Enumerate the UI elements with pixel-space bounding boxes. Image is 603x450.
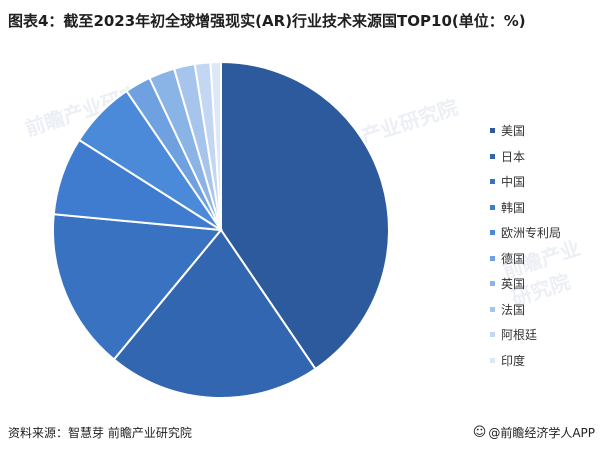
legend: 美国日本中国韩国欧洲专利局德国英国法国阿根廷印度	[490, 118, 561, 373]
legend-item: 日本	[490, 144, 561, 170]
legend-label: 韩国	[501, 200, 526, 215]
legend-item: 英国	[490, 271, 561, 297]
legend-label: 中国	[501, 175, 526, 190]
legend-item: 印度	[490, 348, 561, 374]
legend-swatch	[490, 281, 495, 287]
legend-label: 阿根廷	[501, 328, 538, 343]
legend-swatch	[490, 357, 495, 363]
legend-label: 法国	[501, 302, 526, 317]
legend-label: 日本	[501, 149, 526, 164]
legend-item: 韩国	[490, 195, 561, 221]
legend-item: 德国	[490, 246, 561, 272]
legend-swatch	[490, 179, 495, 185]
legend-item: 欧洲专利局	[490, 220, 561, 246]
legend-label: 德国	[501, 251, 526, 266]
legend-label: 美国	[501, 124, 526, 139]
legend-swatch	[490, 230, 495, 236]
legend-swatch	[490, 153, 495, 159]
legend-item: 美国	[490, 118, 561, 144]
legend-swatch	[490, 204, 495, 210]
brand-credit: ☺ @前瞻经济学人APP	[473, 424, 595, 441]
pie-slice-10	[209, 60, 222, 231]
legend-swatch	[490, 306, 495, 312]
pie-slice-2	[112, 228, 317, 399]
source-note: 资料来源：智慧芽 前瞻产业研究院	[8, 426, 192, 440]
legend-item: 法国	[490, 297, 561, 323]
brand-icon: ☺	[472, 425, 487, 440]
pie-slice-1	[220, 60, 390, 371]
legend-label: 英国	[501, 277, 526, 292]
legend-swatch	[490, 332, 495, 338]
brand-text: @前瞻经济学人APP	[488, 426, 595, 440]
chart-title: 图表4：截至2023年初全球增强现实(AR)行业技术来源国TOP10(单位：%)	[8, 12, 526, 30]
legend-swatch	[490, 255, 495, 261]
legend-swatch	[490, 128, 495, 134]
pie-slice-3	[52, 213, 223, 361]
legend-item: 阿根廷	[490, 322, 561, 348]
legend-item: 中国	[490, 169, 561, 195]
legend-label: 欧洲专利局	[501, 226, 562, 241]
legend-label: 印度	[501, 353, 526, 368]
